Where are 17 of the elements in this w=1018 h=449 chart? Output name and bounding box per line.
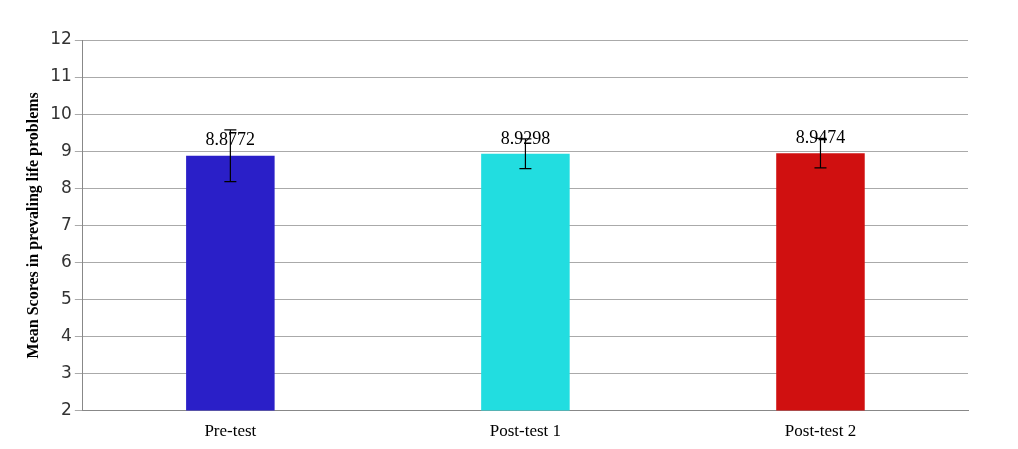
y-tick-label: 9 bbox=[61, 139, 72, 160]
y-tick-label: 8 bbox=[61, 176, 72, 197]
y-tick-label: 4 bbox=[61, 324, 72, 345]
y-tick-label: 6 bbox=[61, 250, 72, 271]
y-tick-label: 5 bbox=[61, 287, 72, 308]
y-tick-label: 2 bbox=[61, 399, 72, 420]
x-tick-label: Post-test 1 bbox=[489, 421, 562, 441]
y-tick-label: 3 bbox=[61, 361, 72, 382]
y-tick-label: 10 bbox=[50, 102, 72, 123]
y-tick-label: 7 bbox=[61, 213, 72, 234]
data-label: 8.9474 bbox=[795, 126, 846, 147]
data-label: 8.9298 bbox=[500, 127, 551, 148]
x-tick-label: Post-test 2 bbox=[784, 421, 857, 441]
y-tick-label: 12 bbox=[50, 28, 72, 49]
x-tick-label: Pre-test bbox=[204, 421, 257, 441]
y-tick-label: 11 bbox=[50, 65, 72, 86]
y-axis-title: Mean Scores in prevaling life problems bbox=[23, 92, 42, 359]
